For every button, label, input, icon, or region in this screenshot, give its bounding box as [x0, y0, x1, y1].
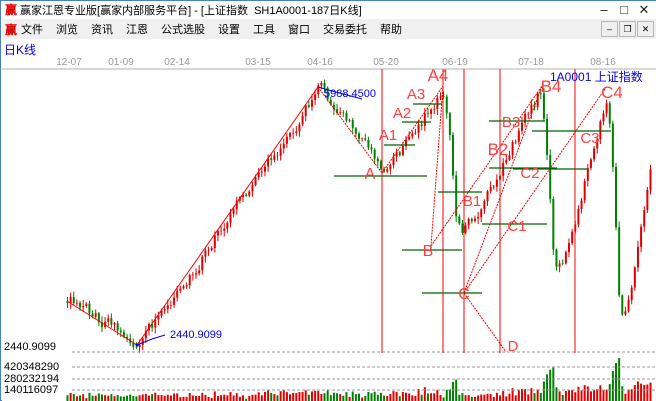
svg-text:140116097: 140116097: [4, 384, 58, 396]
svg-text:A: A: [365, 166, 376, 183]
svg-text:C: C: [458, 286, 470, 303]
svg-text:C1: C1: [507, 218, 526, 235]
svg-text:01-09: 01-09: [108, 57, 134, 68]
svg-text:B: B: [423, 243, 434, 260]
svg-text:B1: B1: [463, 193, 481, 210]
svg-text:07-18: 07-18: [518, 57, 544, 68]
svg-text:A4: A4: [428, 66, 449, 85]
svg-text:02-14: 02-14: [164, 57, 190, 68]
svg-text:2440.9099: 2440.9099: [170, 329, 222, 341]
svg-text:04-16: 04-16: [307, 57, 333, 68]
svg-text:1A0001 上证指数: 1A0001 上证指数: [550, 69, 643, 84]
svg-text:B3: B3: [502, 114, 520, 131]
svg-text:420348290: 420348290: [4, 361, 59, 373]
svg-text:A1: A1: [379, 127, 397, 144]
svg-text:C2: C2: [520, 165, 539, 182]
svg-text:C4: C4: [601, 83, 623, 102]
svg-text:5988.4500: 5988.4500: [324, 88, 376, 100]
svg-text:C3: C3: [580, 130, 599, 147]
svg-text:12-07: 12-07: [56, 57, 82, 68]
svg-text:05-20: 05-20: [373, 57, 399, 68]
svg-text:A2: A2: [393, 105, 411, 122]
svg-text:B2: B2: [488, 140, 509, 159]
svg-text:2440.9099: 2440.9099: [4, 341, 56, 353]
svg-text:08-16: 08-16: [590, 57, 616, 68]
svg-text:D: D: [508, 338, 519, 355]
svg-text:A3: A3: [407, 86, 425, 103]
svg-text:03-15: 03-15: [245, 57, 271, 68]
